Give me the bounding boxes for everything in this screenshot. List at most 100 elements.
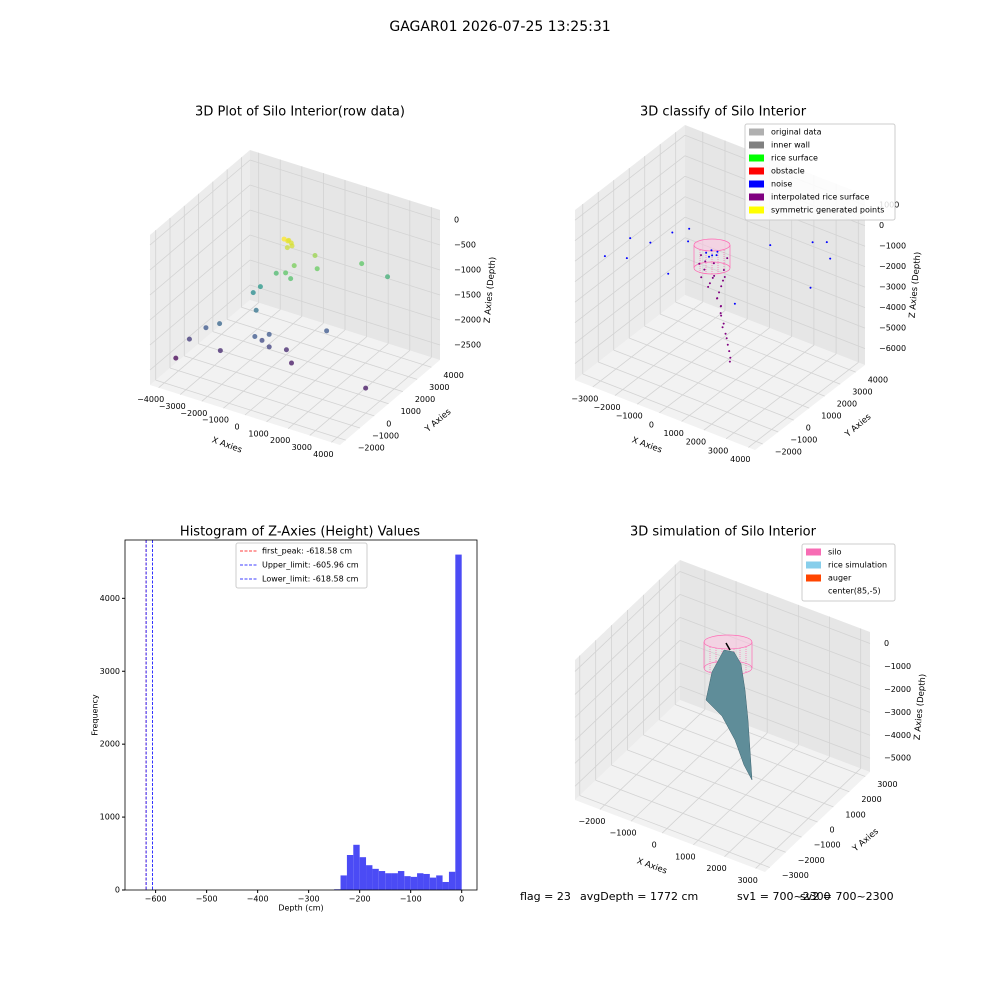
- data-point: [713, 274, 716, 277]
- x-tick-label: 2000: [686, 438, 706, 447]
- data-point: [266, 344, 272, 350]
- z-tick-label: −4000: [879, 303, 906, 312]
- chart-title: 3D classify of Silo Interior: [640, 105, 807, 120]
- data-point: [721, 326, 724, 329]
- grid-line: [614, 310, 726, 396]
- y-axis-label: Frequency: [91, 694, 100, 736]
- z-tick-label: −5000: [879, 324, 906, 333]
- z-tick-label: 0: [884, 639, 889, 648]
- y-tick-label: 2000: [415, 395, 435, 404]
- grid-line: [198, 343, 389, 405]
- footer-text: flag = 23: [520, 890, 571, 903]
- grid-line: [684, 257, 866, 329]
- x-tick-label: −300: [298, 895, 320, 904]
- y-tick-label: 0: [806, 424, 811, 433]
- grid-line: [574, 617, 681, 718]
- panel-simulation: 3D simulation of Silo Interior −2000 −1000…: [574, 525, 928, 885]
- legend-label: original data: [771, 128, 822, 137]
- data-point: [728, 350, 731, 353]
- chart-title: Histogram of Z-Axies (Height) Values: [180, 525, 420, 540]
- grid-line: [574, 216, 686, 303]
- back-pane: [680, 560, 870, 772]
- data-point: [253, 307, 259, 313]
- data-point: [259, 337, 265, 343]
- data-point: [700, 254, 703, 257]
- grid-line: [574, 571, 681, 672]
- data-point: [289, 360, 295, 366]
- grid-line: [574, 155, 686, 242]
- data-point: [359, 261, 365, 267]
- x-axis-label: X Axies: [630, 435, 663, 455]
- x-tick-label: −1000: [616, 412, 643, 421]
- data-point: [288, 276, 294, 282]
- grid-line: [660, 313, 841, 385]
- grid-line: [644, 325, 825, 397]
- legend-box: [744, 123, 896, 221]
- z-tick-label: −2000: [879, 262, 906, 271]
- bar: [417, 873, 424, 890]
- grid-line: [592, 301, 704, 388]
- figure-title: GAGAR01 2026-07-25 13:25:31: [389, 19, 610, 35]
- data-point: [649, 241, 652, 244]
- grid-line: [629, 337, 810, 409]
- bar: [391, 873, 398, 890]
- grid-line: [582, 373, 763, 445]
- data-point: [705, 251, 708, 254]
- data-point: [257, 284, 263, 290]
- data-point: [720, 285, 723, 288]
- z-tick-label: −1000: [454, 266, 481, 275]
- grid-line: [611, 764, 802, 838]
- data-point: [291, 263, 297, 269]
- data-point: [700, 276, 703, 279]
- grid-line: [223, 322, 324, 409]
- side-pane: [150, 150, 250, 385]
- floor-pane: [575, 295, 865, 450]
- grid-line: [579, 795, 770, 868]
- data-point: [324, 328, 330, 334]
- data-point: [721, 279, 724, 282]
- x-tick-label: 2000: [270, 436, 290, 445]
- grid-line: [158, 302, 259, 389]
- z-tick-label: −3000: [879, 283, 906, 292]
- x-axis-label: X Axies: [635, 856, 668, 876]
- grid-line: [679, 639, 871, 713]
- grid-line: [659, 327, 770, 414]
- z-tick-label: −1000: [884, 662, 911, 671]
- grid-line: [613, 349, 794, 421]
- data-point: [707, 285, 710, 288]
- grid-line: [574, 685, 681, 787]
- legend-swatch: [749, 167, 764, 175]
- y-tick-label: −2000: [775, 448, 802, 457]
- x-tick-label: 2000: [706, 864, 726, 873]
- z-tick-label: −500: [454, 241, 476, 250]
- y-tick-label: 3000: [429, 383, 449, 392]
- grid-line: [309, 350, 411, 436]
- grid-line: [249, 234, 441, 296]
- z-tick-label: −1000: [879, 242, 906, 251]
- x-tick-label: −2000: [578, 817, 605, 826]
- data-point: [186, 336, 192, 342]
- x-tick-label: −100: [400, 895, 422, 904]
- y-tick-label: 3000: [877, 780, 897, 789]
- grid-line: [149, 234, 251, 321]
- grid-line: [249, 159, 441, 221]
- y-tick-label: −2000: [358, 444, 385, 453]
- x-tick-label: 1000: [248, 429, 268, 438]
- data-point: [725, 337, 728, 340]
- data-point: [698, 262, 701, 265]
- bar: [410, 876, 418, 890]
- y-tick-label: 2000: [861, 795, 881, 804]
- data-point: [726, 343, 729, 346]
- footer-text: avgDepth = 1772 cm: [580, 890, 698, 903]
- data-point: [726, 257, 729, 260]
- x-tick-label: −500: [196, 895, 218, 904]
- z-tick-label: −5000: [884, 754, 911, 763]
- grid-line: [244, 329, 346, 416]
- bar: [353, 844, 360, 890]
- grid-line: [149, 184, 251, 271]
- data-point: [703, 268, 706, 271]
- data-point: [603, 255, 606, 258]
- grid-line: [684, 278, 866, 349]
- x-tick-label: −3000: [571, 394, 598, 403]
- bar: [385, 873, 392, 890]
